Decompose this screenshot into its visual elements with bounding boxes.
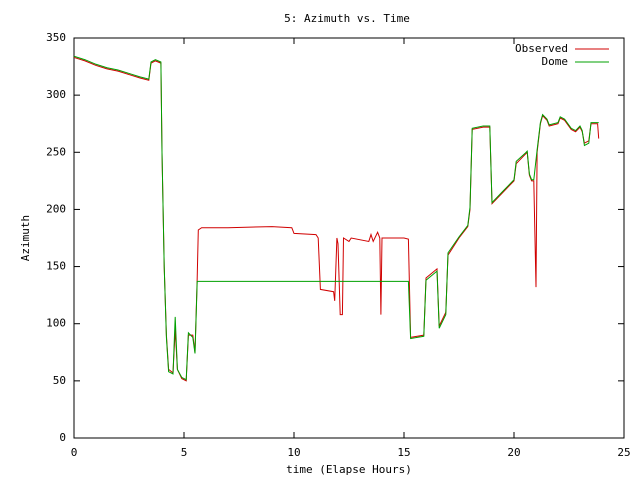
x-tick-label: 10: [287, 446, 300, 459]
y-tick-label: 0: [59, 431, 66, 444]
y-tick-label: 50: [53, 374, 66, 387]
x-tick-label: 20: [507, 446, 520, 459]
legend-label: Observed: [515, 42, 568, 55]
y-tick-label: 250: [46, 145, 66, 158]
y-tick-label: 150: [46, 260, 66, 273]
x-axis-label: time (Elapse Hours): [286, 463, 412, 476]
data-line: [73, 56, 600, 382]
y-tick-label: 300: [46, 88, 66, 101]
data-line: [73, 55, 599, 381]
y-tick-label: 350: [46, 31, 66, 44]
legend-label: Dome: [542, 55, 569, 68]
x-tick-label: 0: [71, 446, 78, 459]
plot-frame: [73, 37, 625, 439]
x-tick-label: 15: [397, 446, 410, 459]
y-tick-label: 100: [46, 317, 66, 330]
y-axis-label: Azimuth: [19, 215, 32, 261]
x-tick-label: 25: [617, 446, 630, 459]
y-tick-label: 200: [46, 202, 66, 215]
chart-title: 5: Azimuth vs. Time: [284, 12, 410, 25]
x-tick-label: 5: [181, 446, 188, 459]
